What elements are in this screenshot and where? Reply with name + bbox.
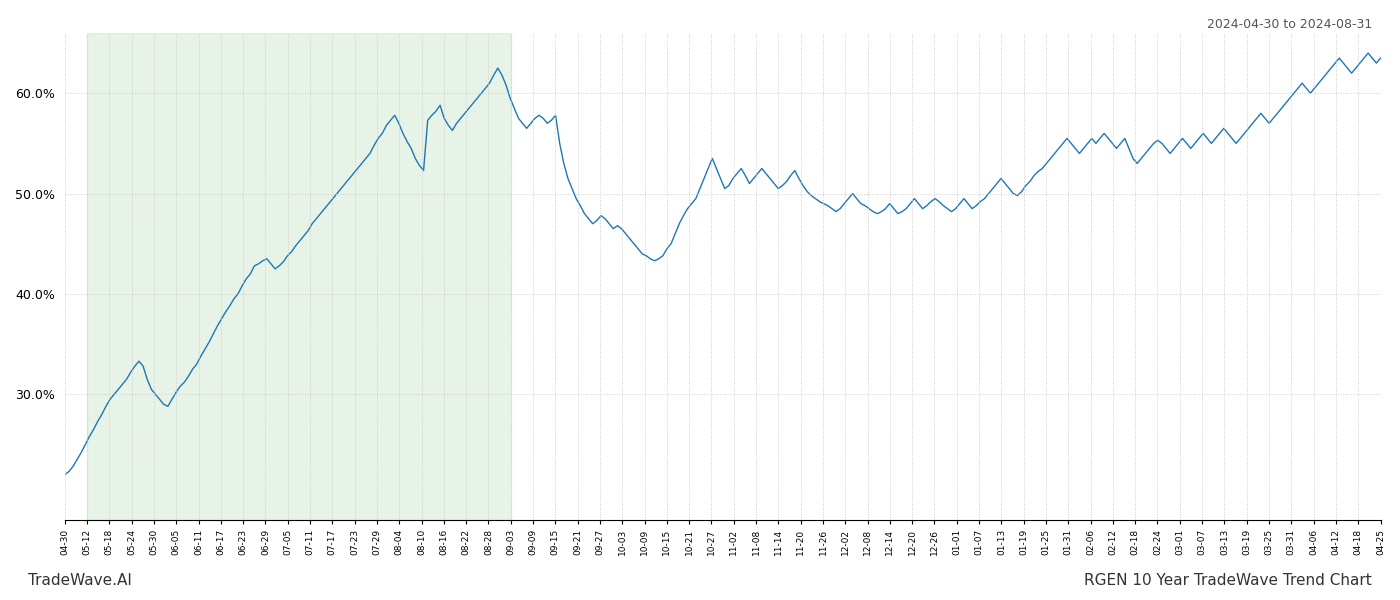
Text: TradeWave.AI: TradeWave.AI bbox=[28, 573, 132, 588]
Text: RGEN 10 Year TradeWave Trend Chart: RGEN 10 Year TradeWave Trend Chart bbox=[1084, 573, 1372, 588]
Bar bbox=[87, 33, 511, 520]
Text: 2024-04-30 to 2024-08-31: 2024-04-30 to 2024-08-31 bbox=[1207, 18, 1372, 31]
